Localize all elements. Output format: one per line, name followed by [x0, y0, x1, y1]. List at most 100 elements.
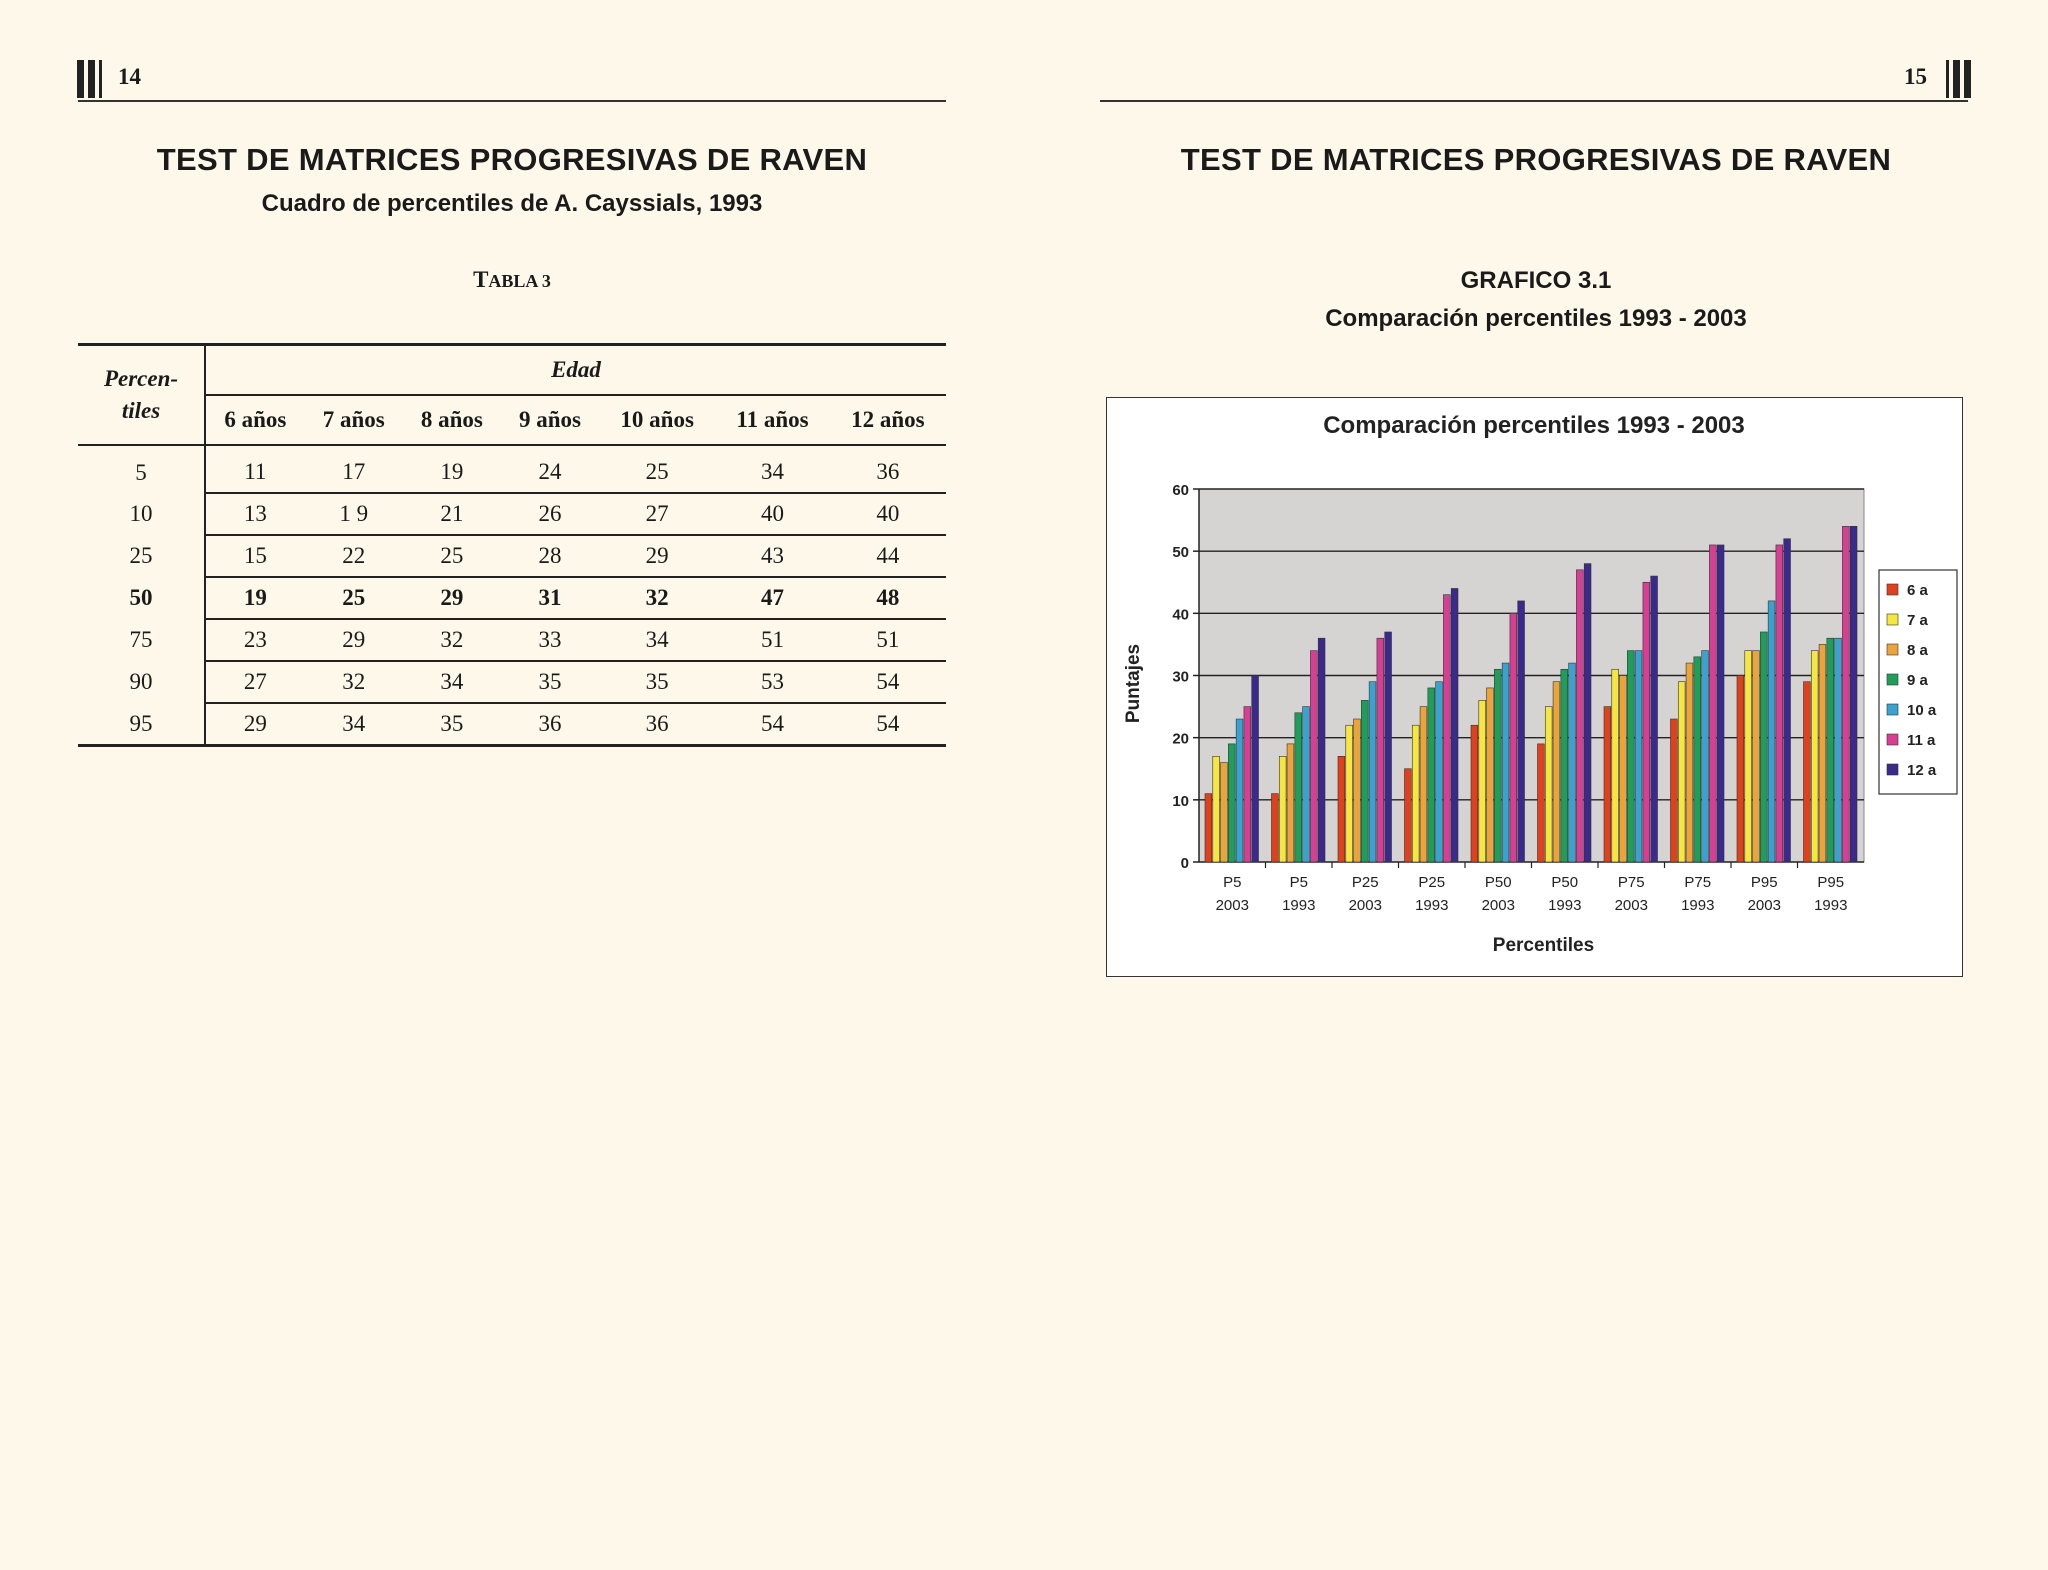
- value-cell: 36: [500, 703, 600, 747]
- page-marker-bars-left: [77, 60, 102, 98]
- x-tick-label-year: 2003: [1216, 897, 1249, 914]
- value-cell: 36: [829, 445, 946, 494]
- legend-swatch: [1886, 733, 1899, 746]
- legend-label: 6 a: [1907, 582, 1929, 599]
- value-cell: 27: [205, 661, 305, 704]
- percentile-table: Percen-tiles Edad 6 años 7 años 8 años 9 años…: [78, 343, 946, 747]
- bar-11a-5: [1576, 569, 1584, 863]
- x-tick-label-year: 2003: [1748, 897, 1781, 914]
- legend-swatch: [1886, 763, 1899, 776]
- bar-10a-0: [1235, 718, 1244, 863]
- bar-10a-1: [1302, 706, 1310, 863]
- bar-7a-7: [1677, 681, 1686, 863]
- value-cell: 54: [829, 661, 946, 704]
- value-cell: 17: [304, 445, 403, 494]
- x-tick-label: P5: [1223, 874, 1241, 891]
- right-title: TEST DE MATRICES PROGRESIVAS DE RAVEN: [1180, 142, 1892, 177]
- bar-11a-2: [1376, 637, 1385, 863]
- table-caption: TABLA 3: [0, 267, 1024, 293]
- table-row: 75 23 29 32 33 34 51 51: [78, 619, 946, 662]
- right-page-number: 15: [1904, 64, 1927, 89]
- value-cell: 19: [402, 445, 501, 494]
- row-header-cell: Percen-tiles: [78, 343, 206, 446]
- bar-11a-6: [1642, 581, 1651, 863]
- bar-9a-0: [1228, 743, 1236, 863]
- y-tick-label: 40: [1172, 606, 1189, 623]
- table-caption-initial: T: [473, 267, 489, 292]
- table-row: 10 13 1 9 21 26 27 40 40: [78, 493, 946, 536]
- bar-11a-8: [1775, 544, 1784, 863]
- bar-12a-7: [1716, 544, 1725, 863]
- bar-11a-9: [1842, 526, 1850, 863]
- left-page-number: 14: [118, 64, 141, 89]
- value-cell: 28: [500, 535, 600, 578]
- x-tick-label-year: 1993: [1415, 897, 1448, 914]
- bar-8a-3: [1419, 706, 1428, 863]
- y-tick-label: 20: [1172, 731, 1189, 748]
- bar-12a-0: [1251, 675, 1259, 863]
- bar-11a-1: [1310, 650, 1318, 863]
- value-cell: 40: [715, 493, 830, 536]
- value-cell: 34: [715, 445, 830, 494]
- bar-10a-6: [1634, 650, 1643, 863]
- bar-12a-5: [1583, 563, 1592, 863]
- percentile-cell: 10: [78, 493, 206, 535]
- bar-12a-9: [1849, 526, 1858, 863]
- value-cell: 21: [402, 493, 501, 536]
- left-page: 14 TEST DE MATRICES PROGRESIVAS DE RAVEN…: [0, 60, 1024, 747]
- value-cell: 51: [715, 619, 830, 662]
- column-header: 11 años: [715, 395, 830, 446]
- value-cell: 48: [829, 577, 946, 620]
- bar-7a-3: [1411, 724, 1420, 863]
- bar-6a-5: [1537, 743, 1545, 863]
- value-cell: 31: [500, 577, 600, 620]
- value-cell: 40: [829, 493, 946, 536]
- value-cell: 25: [599, 445, 716, 494]
- bar-6a-2: [1337, 756, 1346, 863]
- figure-caption: Comparación percentiles 1993 - 2003: [1325, 305, 1747, 332]
- bar-11a-3: [1443, 594, 1451, 863]
- bar-8a-9: [1818, 644, 1827, 863]
- value-cell: 29: [304, 619, 403, 662]
- left-subtitle: Cuadro de percentiles de A. Cayssials, 1…: [261, 190, 763, 217]
- percentile-cell: 25: [78, 535, 206, 577]
- x-tick-label: P25: [1352, 874, 1379, 891]
- table-header-row: Percen-tiles Edad: [78, 343, 946, 446]
- y-axis-label: Puntajes: [1123, 644, 1144, 723]
- value-cell: 54: [715, 703, 830, 747]
- bar-8a-6: [1619, 675, 1627, 863]
- bar-chart: Comparación percentiles 1993 - 2003 0 10 20…: [1106, 397, 1963, 977]
- percentile-cell: 50: [78, 577, 206, 619]
- column-header: 7 años: [304, 395, 403, 446]
- x-tick-label-year: 1993: [1548, 897, 1581, 914]
- bar-8a-4: [1486, 687, 1494, 863]
- x-tick-label: P50: [1485, 874, 1512, 891]
- value-cell: 32: [599, 577, 716, 620]
- value-cell: 53: [715, 661, 830, 704]
- x-tick-label: P5: [1290, 874, 1308, 891]
- table-row: 95 29 34 35 36 36 54 54: [78, 703, 946, 747]
- bar-6a-8: [1736, 675, 1745, 863]
- value-cell: 15: [205, 535, 305, 578]
- bar-12a-8: [1783, 538, 1791, 863]
- table-row: 5 11 17 19 24 25 34 36: [78, 445, 946, 494]
- legend-label: 10 a: [1907, 702, 1937, 719]
- legend-label: 9 a: [1907, 672, 1929, 689]
- bar-9a-4: [1494, 668, 1502, 863]
- y-tick-label: 10: [1172, 793, 1189, 810]
- x-tick-label: P75: [1684, 874, 1711, 891]
- value-cell: 25: [402, 535, 501, 578]
- value-cell: 26: [500, 493, 600, 536]
- left-header-rule: [78, 62, 946, 102]
- value-cell: 1 9: [304, 493, 403, 536]
- value-cell: 51: [829, 619, 946, 662]
- bar-9a-2: [1361, 700, 1369, 863]
- bar-8a-0: [1220, 762, 1228, 863]
- bar-7a-6: [1611, 668, 1619, 863]
- bar-9a-6: [1627, 650, 1635, 863]
- value-cell: 23: [205, 619, 305, 662]
- value-cell: 35: [402, 703, 501, 747]
- bar-11a-7: [1709, 544, 1717, 863]
- bar-12a-1: [1317, 637, 1326, 863]
- y-tick-label: 50: [1172, 544, 1189, 561]
